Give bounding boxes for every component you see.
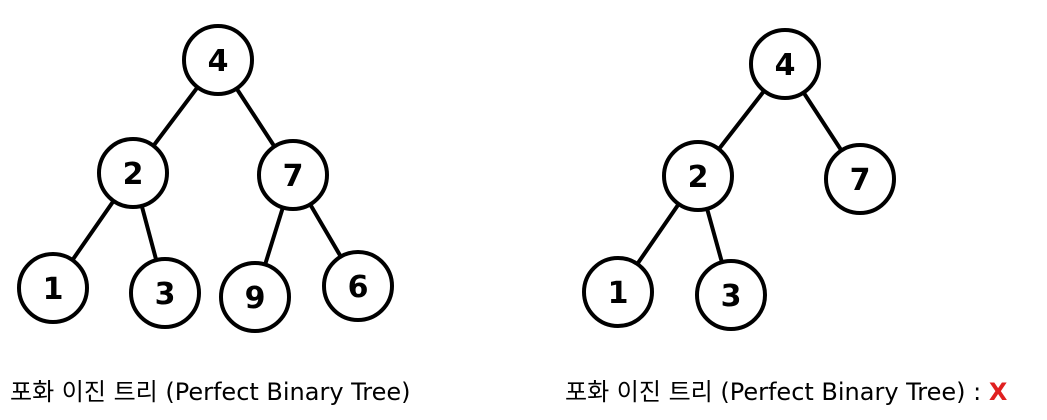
left-node-2 <box>97 137 169 209</box>
left-node-label-2: 2 <box>123 157 144 192</box>
left-edge-n4-n7 <box>234 86 277 149</box>
caption-perfect-binary-tree: 포화 이진 트리 (Perfect Binary Tree) <box>10 378 411 406</box>
caption-text: 포화 이진 트리 (Perfect Binary Tree) : <box>565 378 982 406</box>
right-edge-m2-m1 <box>635 201 681 267</box>
non-perfect-binary-tree: 4 2 7 1 3 <box>582 28 896 331</box>
right-node-3 <box>695 259 767 331</box>
right-node-label-4: 4 <box>775 48 796 83</box>
left-node-3 <box>129 257 201 329</box>
x-mark: X <box>988 378 1008 406</box>
left-node-6 <box>322 250 394 322</box>
left-node-label-1: 1 <box>43 272 64 307</box>
right-edge-m2-m3 <box>705 206 724 265</box>
right-node-1 <box>582 256 654 328</box>
right-node-label-3: 3 <box>721 279 742 314</box>
right-node-label-2: 2 <box>688 160 709 195</box>
right-node-7 <box>824 143 896 215</box>
right-node-label-7: 7 <box>850 163 871 198</box>
right-edge-m4-m7 <box>801 90 844 153</box>
left-edge-n4-n2 <box>151 85 200 148</box>
left-node-9 <box>219 261 291 333</box>
left-edge-n2-n3 <box>139 203 159 263</box>
left-node-label-6: 6 <box>348 270 369 305</box>
left-node-label-3: 3 <box>155 277 176 312</box>
left-node-1 <box>17 252 89 324</box>
caption-not-perfect-binary-tree: 포화 이진 트리 (Perfect Binary Tree) : X <box>565 372 1007 407</box>
left-edge-n7-n6 <box>308 202 343 259</box>
left-node-4 <box>182 24 254 96</box>
left-node-label-9: 9 <box>245 281 266 316</box>
perfect-binary-tree: 4 2 7 1 3 9 6 <box>17 24 394 333</box>
left-node-label-4: 4 <box>208 44 229 79</box>
right-node-4 <box>749 28 821 100</box>
left-node-label-7: 7 <box>283 159 304 194</box>
right-node-label-1: 1 <box>608 276 629 311</box>
left-edge-n7-n9 <box>263 205 285 267</box>
left-edge-n2-n1 <box>70 198 116 263</box>
right-edge-m4-m2 <box>716 88 767 152</box>
left-node-7 <box>257 139 329 211</box>
right-node-2 <box>662 140 734 212</box>
